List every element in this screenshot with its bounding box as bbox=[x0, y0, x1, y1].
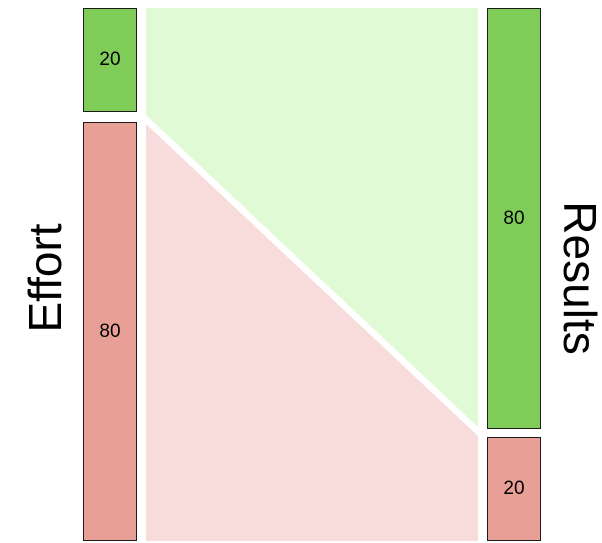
right-bar-green-value: 80 bbox=[503, 207, 525, 229]
right-bar-red: 20 bbox=[487, 437, 541, 541]
flow-green-band bbox=[146, 8, 478, 427]
results-label: Results bbox=[554, 201, 602, 355]
left-bar-red: 80 bbox=[83, 122, 137, 541]
effort-label: Effort bbox=[19, 223, 71, 333]
flow-red-band bbox=[146, 124, 478, 541]
right-bar-green: 80 bbox=[487, 8, 541, 429]
left-bar-red-value: 80 bbox=[99, 320, 121, 342]
left-bar-green: 20 bbox=[83, 8, 137, 112]
left-bar-green-value: 20 bbox=[99, 49, 121, 70]
right-bar-red-value: 20 bbox=[503, 478, 525, 499]
